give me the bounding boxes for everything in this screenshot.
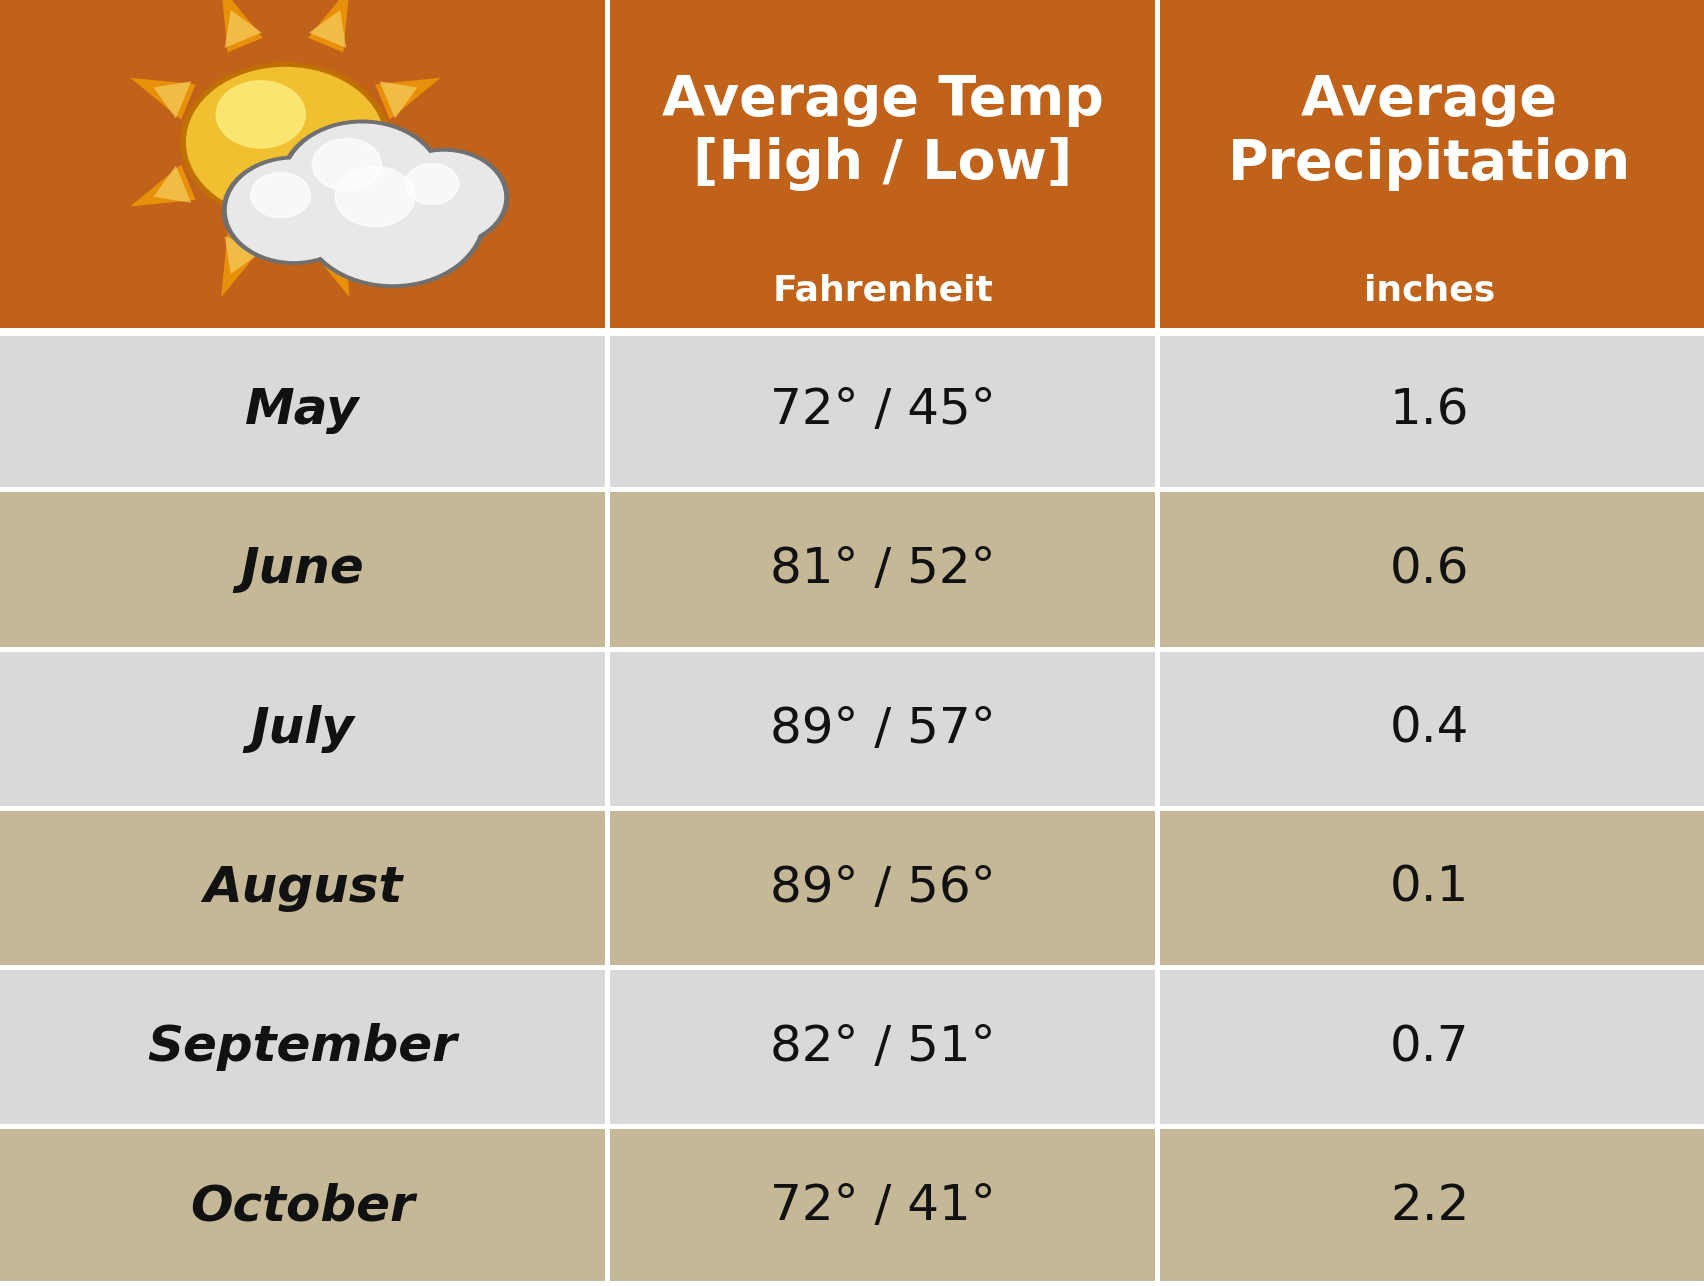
Text: Average
Precipitation: Average Precipitation — [1229, 73, 1631, 192]
Bar — [0, 1127, 605, 1286]
Bar — [605, 0, 610, 331]
Polygon shape — [308, 10, 346, 48]
Bar — [605, 331, 1155, 490]
Bar — [605, 490, 610, 649]
Bar — [1155, 967, 1704, 1127]
Polygon shape — [130, 165, 196, 206]
Bar — [0, 809, 605, 967]
Text: May: May — [245, 386, 360, 435]
Bar — [605, 809, 1155, 967]
Circle shape — [227, 161, 361, 261]
Bar — [1155, 1127, 1160, 1286]
Polygon shape — [375, 78, 441, 120]
Bar — [0, 331, 605, 490]
Bar — [1155, 331, 1704, 490]
Circle shape — [383, 153, 504, 242]
Bar — [1155, 331, 1160, 490]
Text: 0.7: 0.7 — [1390, 1024, 1469, 1071]
Circle shape — [303, 149, 482, 284]
Text: 82° / 51°: 82° / 51° — [770, 1024, 995, 1071]
Bar — [0, 967, 605, 1127]
Bar — [605, 0, 1155, 331]
Bar — [0, 649, 605, 809]
Text: 1.6: 1.6 — [1390, 386, 1469, 435]
Bar — [605, 1127, 1155, 1286]
Bar — [1155, 0, 1704, 331]
Polygon shape — [153, 81, 191, 118]
Bar — [605, 649, 1155, 809]
Polygon shape — [130, 78, 196, 120]
Bar — [0, 0, 605, 331]
Text: August: August — [203, 864, 402, 912]
Polygon shape — [308, 231, 349, 297]
Bar — [0, 1281, 1704, 1286]
Bar — [0, 490, 605, 649]
Circle shape — [186, 68, 383, 216]
Bar — [0, 328, 1704, 336]
Polygon shape — [308, 237, 346, 274]
Bar — [1155, 490, 1160, 649]
Text: inches: inches — [1363, 274, 1496, 307]
Bar — [0, 1124, 1704, 1129]
Circle shape — [406, 163, 458, 204]
Circle shape — [279, 121, 443, 244]
Circle shape — [250, 172, 310, 217]
Polygon shape — [225, 237, 262, 274]
Circle shape — [216, 81, 305, 148]
Bar — [1155, 809, 1704, 967]
Bar — [605, 809, 610, 967]
Bar — [1155, 809, 1160, 967]
Text: 89° / 56°: 89° / 56° — [770, 864, 995, 912]
Bar — [605, 1127, 610, 1286]
Bar — [0, 328, 1704, 333]
Circle shape — [222, 157, 365, 265]
Bar — [0, 487, 1704, 493]
Text: Average Temp
[High / Low]: Average Temp [High / Low] — [661, 73, 1104, 192]
Bar — [605, 331, 610, 490]
Text: June: June — [240, 545, 365, 593]
Text: 0.4: 0.4 — [1390, 705, 1469, 752]
Text: October: October — [191, 1182, 414, 1231]
Bar — [1155, 490, 1704, 649]
Circle shape — [312, 139, 382, 190]
Circle shape — [181, 63, 390, 221]
Bar — [0, 647, 1704, 652]
Bar — [1155, 1127, 1704, 1286]
Polygon shape — [222, 231, 262, 297]
Text: 2.2: 2.2 — [1390, 1182, 1469, 1231]
Circle shape — [378, 149, 508, 247]
Polygon shape — [375, 165, 441, 206]
Text: 0.6: 0.6 — [1390, 545, 1469, 593]
Bar — [1155, 649, 1704, 809]
Bar — [1155, 967, 1160, 1127]
Circle shape — [300, 147, 487, 288]
Text: 72° / 45°: 72° / 45° — [770, 386, 995, 435]
Polygon shape — [153, 166, 191, 203]
Bar — [1155, 0, 1160, 331]
Text: July: July — [250, 705, 354, 752]
Bar — [605, 967, 610, 1127]
Polygon shape — [225, 10, 262, 48]
Polygon shape — [222, 0, 262, 53]
Bar — [1155, 649, 1160, 809]
Polygon shape — [308, 0, 349, 53]
Text: 81° / 52°: 81° / 52° — [770, 545, 995, 593]
Bar — [0, 964, 1704, 970]
Text: September: September — [148, 1024, 457, 1071]
Text: 72° / 41°: 72° / 41° — [770, 1182, 995, 1231]
Bar — [605, 967, 1155, 1127]
Circle shape — [285, 125, 440, 239]
Text: 89° / 57°: 89° / 57° — [770, 705, 995, 752]
Polygon shape — [380, 166, 417, 203]
Text: Fahrenheit: Fahrenheit — [772, 274, 993, 307]
Bar — [605, 490, 1155, 649]
Bar — [605, 649, 610, 809]
Polygon shape — [380, 81, 417, 118]
Text: 0.1: 0.1 — [1390, 864, 1469, 912]
Circle shape — [336, 167, 416, 226]
Bar — [0, 806, 1704, 810]
